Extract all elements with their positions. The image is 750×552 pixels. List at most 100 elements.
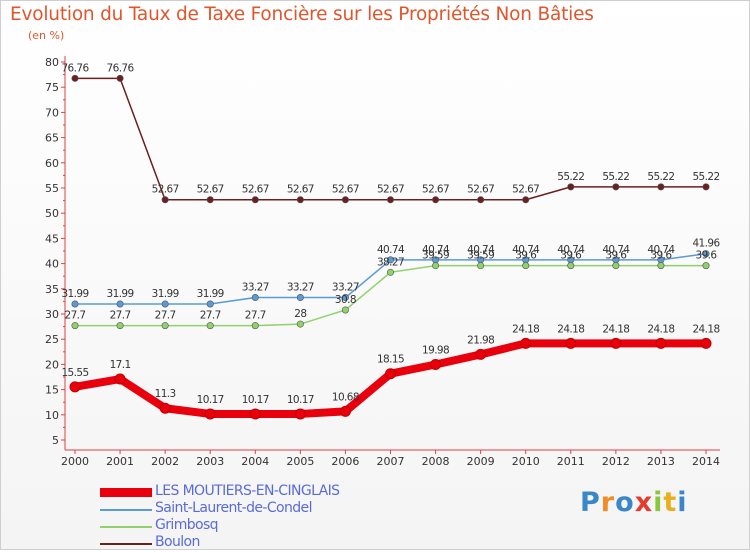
data-point-grimbosq [341,306,349,314]
y-tick-label: 20 [45,358,59,371]
data-label-saint-laurent-de-condel: 40.74 [377,244,405,256]
data-label-saint-laurent-de-condel: 33.27 [287,282,314,294]
data-label-grimbosq: 39.6 [696,250,718,262]
logo-letter: r [600,487,616,518]
logo-letter: o [615,487,635,518]
data-point-boulon [386,196,394,204]
x-tick-label: 2002 [151,455,179,468]
y-tick-label: 25 [45,333,59,346]
data-point-boulon [432,196,440,204]
data-point-les-moutiers-en-cinglais [114,373,126,385]
data-label-grimbosq: 39.59 [467,250,494,262]
data-point-grimbosq [206,322,214,330]
data-point-grimbosq [702,262,710,270]
data-label-boulon: 52.67 [242,184,269,196]
logo-letter: i [653,487,664,518]
legend-label: LES MOUTIERS-EN-CINGLAIS [155,483,340,499]
proxiti-logo: Proxiti [580,487,688,518]
data-label-grimbosq: 39.6 [650,250,672,262]
data-label-les-moutiers-en-cinglais: 17.1 [110,359,131,371]
data-point-boulon [296,196,304,204]
data-label-les-moutiers-en-cinglais: 19.98 [422,345,449,357]
legend-label: Boulon [155,534,200,550]
data-label-les-moutiers-en-cinglais: 10.17 [287,394,314,406]
y-tick-label: 65 [45,132,59,145]
data-label-les-moutiers-en-cinglais: 24.18 [557,323,584,335]
data-point-boulon [522,196,530,204]
data-label-saint-laurent-de-condel: 40.74 [422,244,450,256]
data-point-boulon [657,183,665,191]
y-tick-label: 45 [45,232,59,245]
data-label-boulon: 52.67 [332,184,359,196]
data-point-saint-laurent-de-condel [341,294,349,302]
y-tick-label: 60 [45,157,59,170]
y-tick-label: 10 [45,409,59,422]
data-label-saint-laurent-de-condel: 40.74 [467,244,495,256]
x-tick-label: 2008 [422,455,450,468]
data-point-les-moutiers-en-cinglais [159,402,171,414]
data-point-boulon [702,183,710,191]
data-label-les-moutiers-en-cinglais: 11.3 [155,388,176,400]
x-tick-label: 2007 [377,455,405,468]
data-label-saint-laurent-de-condel: 31.99 [152,288,179,300]
data-label-saint-laurent-de-condel: 41.96 [692,238,720,250]
chart-subtitle: (en %) [28,29,65,42]
x-tick-label: 2006 [331,455,359,468]
data-label-les-moutiers-en-cinglais: 10.17 [197,394,224,406]
data-label-grimbosq: 27.7 [200,310,221,322]
y-tick-label: 5 [52,434,59,447]
data-label-boulon: 55.22 [647,171,674,183]
data-label-les-moutiers-en-cinglais: 24.18 [602,323,629,335]
data-label-grimbosq: 39.59 [422,250,449,262]
data-point-les-moutiers-en-cinglais [700,337,712,349]
data-point-boulon [567,183,575,191]
y-tick-label: 75 [45,81,59,94]
legend-swatch [100,488,152,497]
data-point-grimbosq [116,322,124,330]
x-tick-label: 2014 [692,455,720,468]
data-label-grimbosq: 27.7 [245,310,266,322]
data-point-saint-laurent-de-condel [161,300,169,308]
data-point-grimbosq [567,262,575,270]
data-label-les-moutiers-en-cinglais: 21.98 [467,334,494,346]
data-label-les-moutiers-en-cinglais: 10.17 [242,394,269,406]
data-label-grimbosq: 38.27 [377,256,404,268]
data-label-boulon: 55.22 [692,171,719,183]
y-tick-label: 50 [45,207,59,220]
data-label-grimbosq: 39.6 [560,250,582,262]
data-point-grimbosq [161,322,169,330]
data-point-les-moutiers-en-cinglais [339,405,351,417]
x-tick-label: 2000 [61,455,89,468]
data-label-saint-laurent-de-condel: 33.27 [242,282,269,294]
data-label-boulon: 76.76 [61,62,89,74]
data-label-boulon: 52.67 [152,184,179,196]
data-point-boulon [71,74,79,82]
data-point-grimbosq [477,262,485,270]
data-label-les-moutiers-en-cinglais: 18.15 [377,354,404,366]
y-tick-label: 15 [45,384,59,397]
data-point-grimbosq [432,262,440,270]
data-label-les-moutiers-en-cinglais: 15.55 [61,367,88,379]
x-tick-label: 2004 [241,455,269,468]
data-point-grimbosq [657,262,665,270]
data-point-les-moutiers-en-cinglais [565,337,577,349]
data-point-saint-laurent-de-condel [296,294,304,302]
data-label-boulon: 52.67 [197,184,224,196]
y-tick-label: 30 [45,308,59,321]
y-tick-label: 80 [45,56,59,69]
data-point-grimbosq [251,322,259,330]
data-label-boulon: 76.76 [107,62,135,74]
x-tick-label: 2012 [602,455,630,468]
y-tick-label: 70 [45,106,59,119]
legend-swatch [100,543,152,545]
data-point-les-moutiers-en-cinglais [385,368,396,380]
data-label-les-moutiers-en-cinglais: 10.68 [332,391,359,403]
data-point-les-moutiers-en-cinglais [294,408,306,420]
x-tick-label: 2005 [286,455,314,468]
data-label-grimbosq: 39.6 [515,250,537,262]
data-point-saint-laurent-de-condel [116,300,124,308]
data-point-les-moutiers-en-cinglais [520,337,532,349]
data-point-saint-laurent-de-condel [206,300,214,308]
data-label-grimbosq: 27.7 [110,310,131,322]
data-label-boulon: 52.67 [287,184,314,196]
